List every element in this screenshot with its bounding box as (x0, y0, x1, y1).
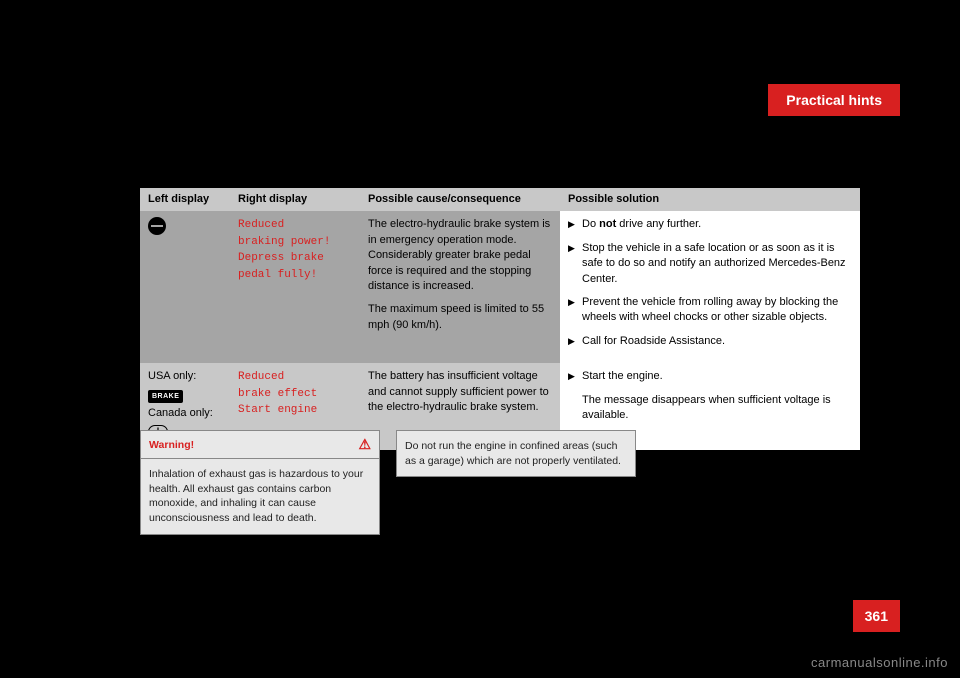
th-left-display: Left display (140, 188, 230, 211)
usa-label: USA only: (148, 369, 222, 384)
text: Do (582, 218, 599, 230)
solution-item: Call for Roadside Assistance. (568, 334, 852, 349)
solution-item: Prevent the vehicle from rolling away by… (568, 295, 852, 326)
solution-item: Start the engine. (568, 369, 852, 384)
text-bold: not (599, 218, 616, 230)
warning-body: Inhalation of exhaust gas is hazardous t… (141, 459, 379, 534)
section-header-tab: Practical hints (768, 84, 900, 116)
main-content: Left display Right display Possible caus… (140, 188, 860, 450)
cell-right-display: Reduced braking power! Depress brake ped… (230, 211, 360, 363)
page-number-tab: 361 (853, 600, 900, 632)
solution-note: The message disappears when sufficient v… (582, 393, 852, 424)
diagnostic-table: Left display Right display Possible caus… (140, 188, 860, 450)
table-row: Reduced braking power! Depress brake ped… (140, 211, 860, 363)
cause-text: The maximum speed is limited to 55 mph (… (368, 302, 552, 333)
th-cause: Possible cause/consequence (360, 188, 560, 211)
display-message-text: Reduced braking power! Depress brake ped… (238, 217, 352, 283)
note-box: Do not run the engine in confined areas … (396, 430, 636, 477)
cell-cause: The electro-hydraulic brake system is in… (360, 211, 560, 363)
brake-text-icon: BRAKE (148, 390, 183, 404)
th-solution: Possible solution (560, 188, 860, 211)
cell-solution: Do not drive any further. Stop the vehic… (560, 211, 860, 363)
canada-label: Canada only: (148, 406, 222, 421)
display-message-text: Reduced brake effect Start engine (238, 369, 352, 419)
text: drive any further. (616, 218, 701, 230)
solution-item: Do not drive any further. (568, 217, 852, 232)
warning-box: Warning! ⚠ Inhalation of exhaust gas is … (140, 430, 380, 535)
warning-title: Warning! (149, 439, 194, 451)
th-right-display: Right display (230, 188, 360, 211)
watermark-text: carmanualsonline.info (811, 655, 948, 670)
warning-triangle-icon: ⚠ (358, 436, 371, 453)
solution-item: Stop the vehicle in a safe location or a… (568, 241, 852, 287)
lower-boxes: Warning! ⚠ Inhalation of exhaust gas is … (140, 430, 636, 535)
cause-text: The battery has insufficient voltage and… (368, 369, 552, 415)
warning-header: Warning! ⚠ (141, 431, 379, 459)
cause-text: The electro-hydraulic brake system is in… (368, 217, 552, 294)
brake-disc-icon (148, 217, 166, 235)
cell-left-display (140, 211, 230, 363)
